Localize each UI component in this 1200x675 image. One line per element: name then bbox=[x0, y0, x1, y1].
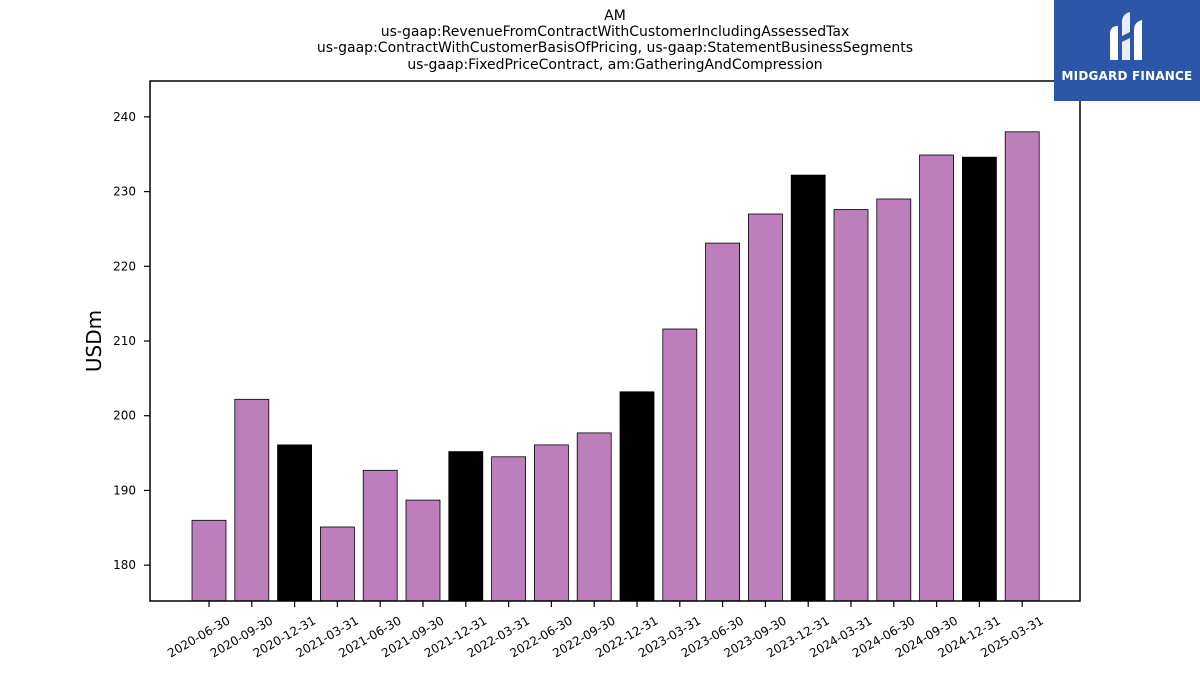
y-tick-label: 220 bbox=[113, 259, 136, 273]
x-axis-ticks: 2020-06-302020-09-302020-12-312021-03-31… bbox=[165, 601, 1046, 660]
bars bbox=[191, 131, 1040, 602]
bar-2020-06-30 bbox=[191, 519, 227, 602]
bar-2024-06-30 bbox=[876, 198, 912, 602]
bar-2024-09-30 bbox=[919, 154, 954, 602]
chart-title-line-1: AM bbox=[604, 8, 626, 24]
y-tick-label: 190 bbox=[113, 483, 136, 497]
y-tick-label: 180 bbox=[113, 558, 136, 572]
bar-2022-09-30 bbox=[576, 432, 612, 602]
y-tick-label: 210 bbox=[113, 334, 136, 348]
midgard-logo-icon bbox=[1110, 12, 1142, 60]
logo-text: MIDGARD FINANCE bbox=[1061, 69, 1193, 83]
logo: MIDGARD FINANCE bbox=[1054, 0, 1200, 101]
chart-title-line-3: us-gaap:ContractWithCustomerBasisOfPrici… bbox=[317, 40, 913, 56]
bar-2020-09-30 bbox=[234, 398, 270, 602]
y-tick-label: 230 bbox=[113, 185, 136, 199]
y-axis-label: USDm bbox=[82, 310, 106, 372]
bar-2021-03-31 bbox=[319, 526, 355, 602]
y-tick-label: 200 bbox=[113, 409, 136, 423]
bar-2023-06-30 bbox=[705, 242, 740, 602]
bar-2023-03-31 bbox=[662, 328, 698, 602]
bar-2021-12-31 bbox=[448, 451, 484, 602]
y-tick-label: 240 bbox=[113, 110, 136, 124]
plot-frame bbox=[149, 80, 1081, 602]
bar-2024-12-31 bbox=[962, 156, 997, 602]
bar-2023-09-30 bbox=[748, 213, 783, 602]
bar-2022-03-31 bbox=[491, 456, 527, 602]
y-axis-ticks: 180 190 200 210 220 230 240 bbox=[113, 110, 150, 572]
chart-title-line-2: us-gaap:RevenueFromContractWithCustomerI… bbox=[381, 24, 850, 40]
bar-2022-12-31 bbox=[619, 391, 655, 602]
chart-title: AM us-gaap:RevenueFromContractWithCustom… bbox=[317, 8, 913, 73]
bar-2021-09-30 bbox=[405, 499, 441, 602]
bar-2024-03-31 bbox=[833, 209, 869, 602]
bar-2021-06-30 bbox=[362, 469, 398, 602]
bar-2023-12-31 bbox=[790, 174, 826, 602]
bar-2022-06-30 bbox=[534, 444, 569, 602]
bar-2020-12-31 bbox=[277, 444, 313, 602]
chart-title-line-4: us-gaap:FixedPriceContract, am:Gathering… bbox=[407, 57, 822, 73]
bar-2025-03-31 bbox=[1004, 131, 1040, 602]
